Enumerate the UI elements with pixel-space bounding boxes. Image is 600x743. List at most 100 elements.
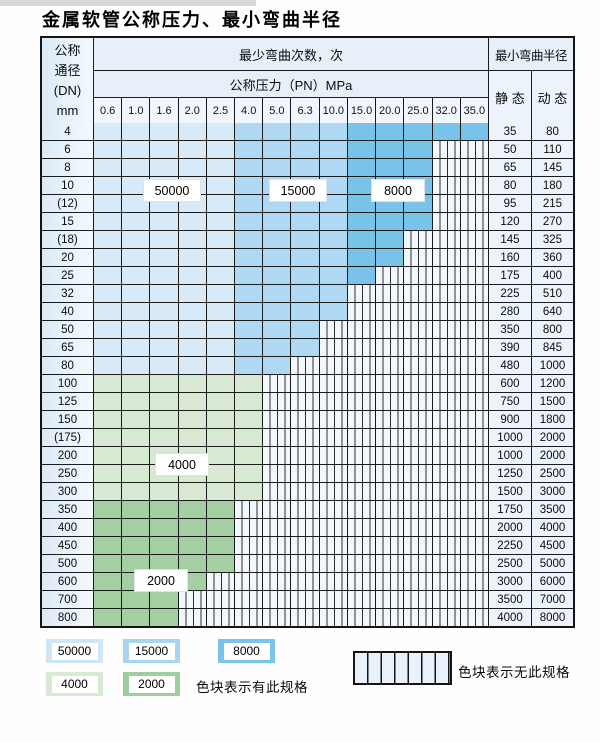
legend-has-spec-note: 色块表示有此规格 [196,680,308,695]
spec-available-cell [94,177,123,194]
dynamic-radius-cell: 4000 [531,519,573,536]
spec-available-cell [94,501,123,518]
table-row: 150 900 1800 [42,411,573,429]
dn-cell: 20 [42,249,94,266]
legend-swatch-label: 15000 [128,642,175,660]
spec-available-cell [150,285,179,302]
no-spec-cell [347,573,377,590]
no-spec-cell [291,465,320,482]
no-spec-cell [263,519,292,536]
no-spec-cell [291,537,320,554]
no-spec-cell [263,483,292,500]
static-radius-cell: 95 [488,195,532,212]
dynamic-radius-cell: 800 [531,321,573,338]
spec-available-cell [319,159,348,176]
legend-swatch-label: 4000 [51,675,98,693]
spec-available-cell [263,123,292,140]
no-spec-cell [460,447,489,464]
no-spec-cell [376,501,405,518]
static-radius-cell: 225 [488,285,532,302]
spec-available-cell [263,267,292,284]
no-spec-cell [347,393,377,410]
static-radius-cell: 1000 [488,429,532,446]
spec-available-cell [94,213,123,230]
spec-available-cell [178,249,207,266]
dynamic-radius-cell: 845 [531,339,573,356]
no-spec-cell [432,609,461,626]
no-spec-cell [460,483,489,500]
no-spec-cell [235,573,264,590]
no-spec-cell [432,357,461,374]
no-spec-cell [235,609,264,626]
spec-available-cell [235,429,264,446]
spec-available-cell [178,483,207,500]
no-spec-cell [404,609,433,626]
dn-cell: 400 [42,519,94,536]
no-spec-cell [376,609,405,626]
table-row: 600 3000 6000 [42,573,573,591]
spec-available-cell [432,123,461,140]
no-spec-cell [319,429,348,446]
no-spec-cell [432,591,461,608]
spec-available-cell [291,249,320,266]
no-spec-cell [432,411,461,428]
no-spec-cell [291,591,320,608]
dn-cell: 600 [42,573,94,590]
dynamic-radius-cell: 145 [531,159,573,176]
no-spec-cell [432,177,461,194]
spec-available-cell [319,267,348,284]
spec-available-cell [206,177,236,194]
spec-available-cell [150,555,179,572]
no-spec-cell [460,501,489,518]
no-spec-cell [319,573,348,590]
table-row: 350 1750 3500 [42,501,573,519]
spec-available-cell [235,231,264,248]
spec-available-cell [206,267,236,284]
no-spec-cell [347,339,377,356]
no-spec-cell [432,267,461,284]
legend-swatch: 50000 [46,639,103,663]
no-spec-cell [347,321,377,338]
spec-available-cell [178,393,207,410]
spec-available-cell [150,267,179,284]
no-spec-cell [235,591,264,608]
table-row: 80 480 1000 [42,357,573,375]
no-spec-cell [178,609,207,626]
dynamic-radius-cell: 1500 [531,393,573,410]
spec-available-cell [319,285,348,302]
dn-cell: 15 [42,213,94,230]
static-radius-cell: 480 [488,357,532,374]
no-spec-cell [376,303,405,320]
spec-available-cell [94,141,123,158]
no-spec-cell [319,537,348,554]
legend-swatch: 2000 [123,672,180,696]
spec-available-cell [376,141,405,158]
spec-available-cell [235,249,264,266]
pressure-tick: 0.6 [94,98,123,123]
spec-available-cell [150,411,179,428]
spec-available-cell [319,123,348,140]
dn-cell: 250 [42,465,94,482]
dynamic-radius-cell: 1800 [531,411,573,428]
spec-available-cell [178,357,207,374]
spec-available-cell [206,537,236,554]
spec-available-cell [122,609,151,626]
no-spec-cell [376,519,405,536]
table-row: 20 160 360 [42,249,573,267]
no-spec-cell [206,609,236,626]
table-row: 100 600 1200 [42,375,573,393]
no-spec-cell [404,501,433,518]
table-row: 8 65 145 [42,159,573,177]
spec-available-cell [94,609,123,626]
spec-available-cell [178,231,207,248]
no-spec-cell [376,357,405,374]
no-spec-cell [291,483,320,500]
table-header: 公称 通径 (DN) mm 最少弯曲次数，次 最小弯曲半径 公称压力（PN）MP… [42,38,573,123]
no-spec-cell [432,321,461,338]
pressure-tick: 32.0 [432,98,461,123]
spec-available-cell [122,213,151,230]
spec-available-cell [94,249,123,266]
table-row: 500 2500 5000 [42,555,573,573]
spec-available-cell [319,195,348,212]
spec-available-cell [94,267,123,284]
